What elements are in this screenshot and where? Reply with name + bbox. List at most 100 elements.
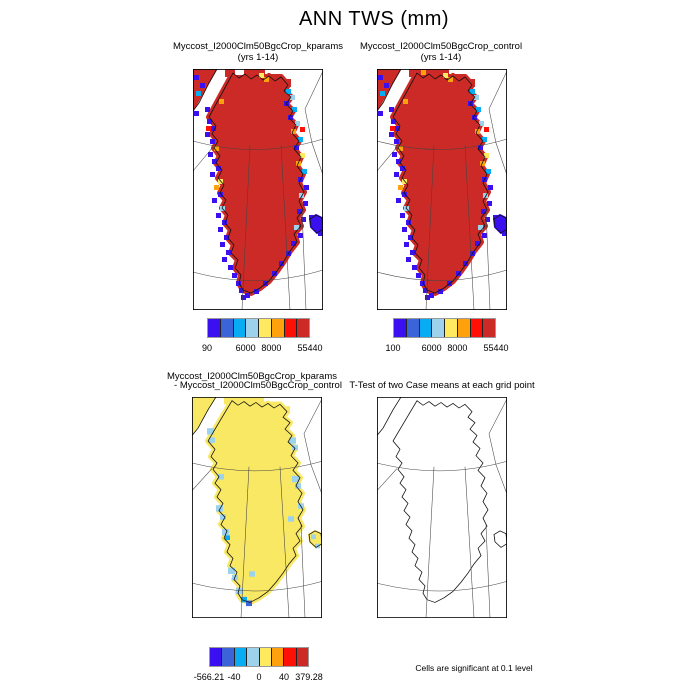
contour-fill-block [449, 74, 465, 83]
contour-cell [378, 111, 383, 116]
contour-cell [209, 437, 215, 443]
graticule-line [464, 466, 475, 618]
contour-cell [483, 193, 488, 198]
colorbar-top-left: 90 6000 8000 55440 [202, 318, 323, 355]
contour-cell [485, 217, 490, 222]
contour-cell [236, 281, 241, 286]
contour-cell [406, 257, 411, 262]
colorbar-box [208, 319, 221, 337]
colorbar-box [247, 648, 260, 666]
contour-cell [220, 514, 226, 520]
colorbar-box [394, 319, 407, 337]
colorbar-label: 379.28 [295, 672, 323, 682]
contour-fill-block [224, 397, 264, 405]
colorbar-box [432, 319, 445, 337]
contour-cell [297, 209, 302, 214]
colorbar-box [296, 648, 308, 666]
contour-cell [394, 172, 399, 177]
colorbar-boxes [393, 318, 496, 338]
contour-cell [474, 95, 479, 100]
greenland-map-plot [193, 69, 323, 310]
contour-cell [218, 192, 223, 197]
colorbar-box [259, 648, 272, 666]
contour-cell [400, 166, 405, 171]
coastline-ellesmere [192, 397, 217, 437]
graticule-line [279, 466, 290, 618]
contour-cell [219, 99, 224, 104]
graticule-line [192, 460, 322, 472]
contour-cell [408, 235, 413, 240]
contour-cell [288, 516, 294, 522]
contour-cell [292, 107, 297, 112]
contour-cell [478, 145, 483, 150]
contour-cell [294, 225, 299, 230]
graticule-line [377, 146, 398, 172]
graticule-line [240, 466, 250, 618]
contour-cell [288, 115, 293, 120]
greenland-map-plot [377, 397, 507, 618]
colorbar-bottom: -566.21 -40 0 40 379.28 [194, 647, 323, 684]
contour-cell [475, 241, 480, 246]
colorbar-label: 55440 [483, 343, 509, 353]
graticule-line [485, 208, 491, 310]
contour-cell [502, 231, 507, 236]
panel-title-bottom-left-line2: - Myccost_I2000Clm50BgcCrop_control [174, 380, 342, 391]
coastline-greenland [392, 400, 489, 603]
contour-cell [205, 107, 210, 112]
map-border [377, 69, 507, 310]
colorbar-box [210, 648, 223, 666]
contour-cell [205, 132, 210, 137]
significance-note: Cells are significant at 0.1 level [415, 663, 533, 673]
colorbar-box [284, 648, 297, 666]
contour-cell [402, 192, 407, 197]
panel-title-bottom-left-line1: Myccost_I2000Clm50BgcCrop_kparams [166, 371, 338, 382]
colorbar-box [297, 319, 309, 337]
contour-cell [259, 73, 264, 78]
panel-title-top-left: Myccost_I2000Clm50BgcCrop_kparams (yrs 1… [173, 41, 343, 63]
map-border [192, 397, 322, 618]
missing-cell-gap [235, 69, 244, 75]
panel-title-top-right: Myccost_I2000Clm50BgcCrop_control (yrs 1… [360, 41, 522, 63]
contour-cell [218, 227, 223, 232]
coastline-ellesmere [193, 69, 218, 112]
graticule-line [377, 138, 507, 150]
contour-cell [300, 127, 305, 132]
colorbar-box [284, 319, 298, 337]
contour-cell [228, 265, 233, 270]
colorbar-box [406, 319, 420, 337]
contour-cell [463, 261, 468, 266]
contour-cell [472, 115, 477, 120]
contour-cell [315, 543, 320, 549]
greenland-map-plot [377, 69, 507, 310]
graticule-line [300, 525, 306, 618]
nares-strait-gap [192, 397, 223, 441]
contour-cell [301, 217, 306, 222]
colorbar-label: 6000 [235, 343, 256, 353]
land-fill-greenland [205, 397, 306, 606]
contour-cell [406, 220, 411, 225]
coastline-ellesmere [377, 397, 402, 437]
contour-cell [303, 201, 308, 206]
coastline-ellesmere [377, 69, 402, 112]
contour-cell [241, 295, 246, 300]
contour-fill-block [265, 74, 281, 83]
contour-cell [298, 233, 303, 238]
colorbar-box [259, 319, 272, 337]
colorbar-label: 90 [201, 343, 213, 353]
colorbar-label: 6000 [421, 343, 442, 353]
graticule-line [488, 70, 507, 176]
colorbar-box [271, 319, 285, 337]
contour-cell [487, 201, 492, 206]
contour-cell [279, 261, 284, 266]
contour-cell [396, 159, 401, 164]
contour-cell [214, 146, 219, 151]
contour-cell [236, 587, 243, 595]
map-bottom-left-difference [192, 397, 322, 618]
contour-cell [216, 505, 223, 512]
contour-cell [493, 215, 498, 220]
contour-cell [486, 169, 491, 174]
contour-cell [264, 77, 269, 82]
contour-cell [478, 225, 483, 230]
contour-cell [292, 444, 298, 451]
